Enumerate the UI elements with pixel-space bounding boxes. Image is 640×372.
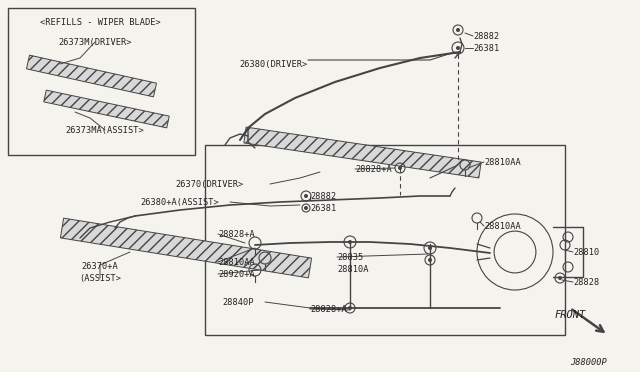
Text: 28828+A: 28828+A — [355, 165, 392, 174]
Circle shape — [456, 46, 460, 50]
Text: 28882: 28882 — [473, 32, 499, 41]
Circle shape — [428, 258, 432, 262]
Circle shape — [428, 246, 432, 250]
Text: FRONT: FRONT — [555, 310, 586, 320]
Text: 28810A: 28810A — [337, 265, 369, 274]
Circle shape — [348, 240, 352, 244]
Text: 26381: 26381 — [310, 204, 336, 213]
Text: 28810AA: 28810AA — [484, 222, 521, 231]
Circle shape — [398, 166, 402, 170]
Circle shape — [304, 194, 308, 198]
Text: <REFILLS - WIPER BLADE>: <REFILLS - WIPER BLADE> — [40, 18, 161, 27]
Text: (ASSIST>: (ASSIST> — [79, 274, 121, 283]
Text: 26370(DRIVER>: 26370(DRIVER> — [175, 180, 243, 189]
Text: 26373MA(ASSIST>: 26373MA(ASSIST> — [66, 126, 145, 135]
Circle shape — [558, 276, 562, 280]
Text: 28810AA: 28810AA — [218, 258, 255, 267]
Text: 28882: 28882 — [310, 192, 336, 201]
Text: 28840P: 28840P — [222, 298, 253, 307]
Bar — [205, 145, 565, 335]
Circle shape — [304, 206, 308, 210]
Text: 28810AA: 28810AA — [484, 158, 521, 167]
Text: 26381: 26381 — [473, 44, 499, 53]
Polygon shape — [244, 127, 481, 178]
Text: 26380+A(ASSIST>: 26380+A(ASSIST> — [140, 198, 219, 207]
Polygon shape — [26, 55, 157, 97]
Text: 26370+A: 26370+A — [82, 262, 118, 271]
Text: 26380(DRIVER>: 26380(DRIVER> — [240, 60, 308, 69]
Text: J88000P: J88000P — [570, 358, 607, 367]
Circle shape — [348, 306, 352, 310]
Polygon shape — [60, 218, 312, 278]
Text: 28828: 28828 — [573, 278, 599, 287]
Text: 28828+A: 28828+A — [218, 230, 255, 239]
Circle shape — [456, 28, 460, 32]
Polygon shape — [44, 90, 169, 128]
Text: 28810: 28810 — [573, 248, 599, 257]
Text: 28920+A: 28920+A — [218, 270, 255, 279]
Text: 28828+A: 28828+A — [310, 305, 347, 314]
Bar — [8, 8, 195, 155]
Text: 28835: 28835 — [337, 253, 364, 262]
Text: 26373M(DRIVER>: 26373M(DRIVER> — [58, 38, 132, 47]
